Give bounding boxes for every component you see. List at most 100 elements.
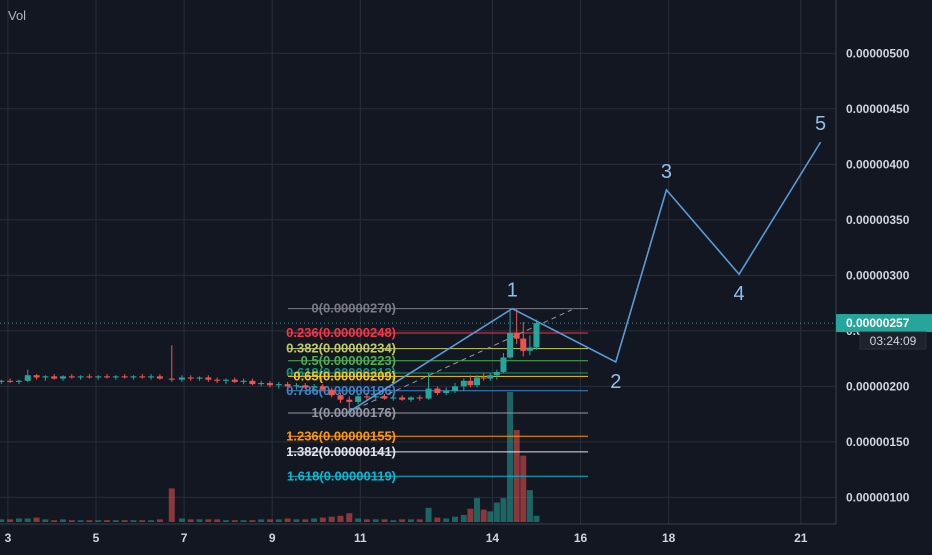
candle-body [168, 378, 175, 380]
candle-body [526, 347, 533, 351]
candle-body [451, 386, 458, 391]
candle-body [178, 377, 185, 380]
candle-body [399, 397, 406, 400]
volume-bar [311, 518, 318, 522]
candle-body [0, 380, 5, 382]
volume-bar [187, 519, 194, 522]
elliott-wave: 1 2 3 4 5 [346, 113, 826, 414]
time-axis-panel[interactable] [0, 524, 836, 550]
volume-bar [0, 519, 5, 522]
volume-bar [293, 519, 300, 522]
elliott-wave-path[interactable] [346, 141, 822, 414]
candle-body [390, 397, 397, 399]
candle-body [68, 376, 75, 378]
candle-body [487, 375, 494, 379]
candle-body [33, 375, 40, 378]
volume-bar [451, 516, 458, 522]
candle-body [275, 384, 282, 386]
price-tick-label: 0.00000500 [846, 46, 910, 60]
volume-bar [346, 513, 353, 522]
volume-bar [399, 519, 406, 522]
candle-body [15, 380, 22, 382]
candle-body [513, 333, 520, 339]
fib-level-label: 0.382(0.00000234) [286, 341, 396, 356]
price-tick-label: 0.00000100 [846, 490, 910, 504]
volume-bar [240, 520, 247, 522]
volume-bar [443, 518, 450, 522]
volume-bar [381, 519, 388, 522]
volume-bar [258, 519, 265, 522]
price-tick-label: 0.00000200 [846, 379, 910, 393]
candle-body [240, 380, 247, 382]
volume-bar [328, 516, 335, 522]
candle-body [474, 377, 481, 386]
candle-body [148, 376, 155, 378]
time-axis: 3 5 7 9 11 14 16 18 21 [5, 531, 808, 545]
candle-body [249, 380, 256, 385]
price-tick-label: 0.00000300 [846, 268, 910, 282]
wave-label: 1 [507, 280, 518, 302]
volume-bar [533, 515, 540, 522]
candle-body [407, 397, 414, 400]
price-axis-panel[interactable] [836, 0, 932, 524]
wave-label: 5 [815, 113, 826, 135]
candle-body [7, 380, 14, 382]
candle-body [231, 379, 238, 382]
candle-body [363, 396, 370, 398]
candle-body [507, 333, 514, 358]
time-tick-label: 16 [574, 531, 588, 545]
volume-bar [86, 520, 93, 522]
volume-bar [51, 520, 58, 522]
volume-bar [112, 520, 119, 522]
fibonacci-retracement: 0(0.00000270) 0.236(0.00000248)0.382(0.00… [286, 301, 588, 483]
candle-body [311, 386, 318, 388]
fib-level-label: 1.618(0.00000119) [287, 468, 396, 483]
candle-body [500, 357, 507, 372]
volume-bar [59, 519, 66, 522]
volume-bar [231, 520, 238, 522]
candle-body [95, 376, 102, 378]
time-tick-label: 11 [354, 531, 367, 545]
candle-body [372, 396, 379, 398]
candle-body [51, 376, 58, 379]
candle-body [319, 386, 326, 390]
candle-body [355, 396, 362, 402]
candle-body [533, 323, 540, 348]
volume-bar [7, 519, 14, 522]
volume-indicator-label[interactable]: Vol [8, 8, 27, 23]
countdown-background [859, 331, 927, 350]
price-tick-label: 0.00000150 [846, 435, 910, 449]
current-price-tag: 0.00000257 03:24:09 [836, 314, 932, 350]
time-tick-label: 21 [794, 531, 808, 545]
volume-bar [68, 520, 75, 522]
volume-bar [196, 519, 203, 522]
candle-body [24, 375, 31, 381]
fib-level-label: 0.5(0.00000223) [301, 353, 396, 368]
candle-body [139, 376, 146, 378]
candle-body [467, 380, 474, 386]
volume-bar [95, 520, 102, 522]
candle-body [443, 390, 450, 394]
candle-body [42, 376, 49, 378]
candle-body [346, 399, 353, 402]
candle-body [196, 377, 203, 379]
wave-label: 3 [661, 161, 672, 183]
volume-bar [205, 519, 212, 522]
volume-bar [42, 519, 49, 522]
candle-body [416, 397, 423, 399]
price-axis: 0.000001000.000001500.000002000.00000250… [846, 46, 910, 504]
volume-bar [319, 517, 326, 522]
candle-body [493, 371, 500, 376]
volume-bar [526, 490, 533, 522]
volume-bar [139, 520, 146, 522]
volume-bar [168, 488, 175, 522]
volume-bar [500, 498, 507, 522]
volume-bar [416, 519, 423, 522]
candle-body [381, 396, 388, 399]
candle-body [77, 376, 84, 378]
candle-body [258, 383, 265, 385]
volume-bar [275, 519, 282, 522]
price-tag-background [836, 314, 932, 333]
